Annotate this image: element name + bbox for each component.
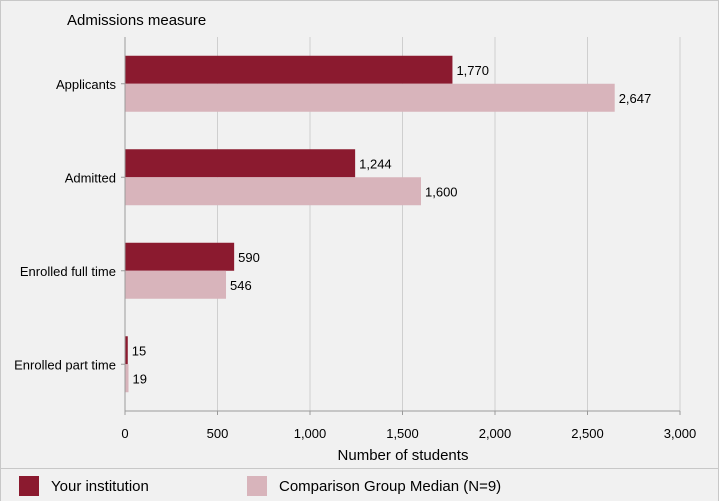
axis-layer: 0 500 1,000 1,500 2,000 2,500 3,000 Applicants A…	[14, 37, 696, 441]
category-label-applicants: Applicants	[56, 77, 116, 92]
chart-title: Admissions measure	[67, 12, 206, 29]
bar-layer	[125, 55, 615, 393]
data-label-comparison-group-median-n-9-enrolled-full-time: 546	[230, 278, 252, 293]
bar-comparison-group-median-n-9-enrolled-full-time	[125, 270, 227, 299]
data-label-your-institution-enrolled-full-time: 590	[238, 250, 260, 265]
legend-label-your-institution: Your institution	[51, 477, 149, 495]
x-tick-label: 1,000	[294, 426, 327, 441]
x-tick-label: 2,500	[571, 426, 604, 441]
data-label-your-institution-applicants: 1,770	[456, 63, 489, 78]
bar-your-institution-enrolled-full-time	[125, 242, 235, 271]
label-layer: 1,770 2,647 1,244 1,600 590 546 15 19	[132, 63, 651, 387]
bar-comparison-group-median-n-9-enrolled-part-time	[125, 364, 129, 393]
legend-swatch-your-institution	[19, 476, 39, 496]
x-tick-label: 2,000	[479, 426, 512, 441]
data-label-comparison-group-median-n-9-enrolled-part-time: 19	[133, 371, 147, 386]
legend-item-your-institution: Your institution	[19, 476, 149, 496]
bar-your-institution-enrolled-part-time	[125, 336, 128, 365]
category-label-admitted: Admitted	[65, 170, 116, 185]
bar-comparison-group-median-n-9-admitted	[125, 177, 421, 206]
x-axis-title: Number of students	[338, 447, 469, 464]
legend-item-comparison-group: Comparison Group Median (N=9)	[247, 476, 501, 496]
data-label-comparison-group-median-n-9-applicants: 2,647	[619, 91, 652, 106]
bar-your-institution-admitted	[125, 149, 356, 178]
category-label-enrolled-part-time: Enrolled part time	[14, 357, 116, 372]
data-label-comparison-group-median-n-9-admitted: 1,600	[425, 184, 458, 199]
data-label-your-institution-admitted: 1,244	[359, 156, 392, 171]
data-label-your-institution-enrolled-part-time: 15	[132, 343, 146, 358]
x-tick-label: 500	[207, 426, 229, 441]
legend-label-comparison-group: Comparison Group Median (N=9)	[279, 477, 502, 495]
bar-comparison-group-median-n-9-applicants	[125, 83, 615, 112]
admissions-bar-chart: Admissions measure 1,770 2,647 1,244 1,600 5…	[14, 12, 696, 464]
x-tick-label: 3,000	[664, 426, 697, 441]
x-tick-label: 1,500	[386, 426, 419, 441]
bar-your-institution-applicants	[125, 55, 453, 84]
legend-swatch-comparison-group	[247, 476, 267, 496]
x-tick-label: 0	[121, 426, 128, 441]
legend: Your institution Comparison Group Median…	[1, 468, 718, 501]
category-label-enrolled-full-time: Enrolled full time	[20, 264, 116, 279]
